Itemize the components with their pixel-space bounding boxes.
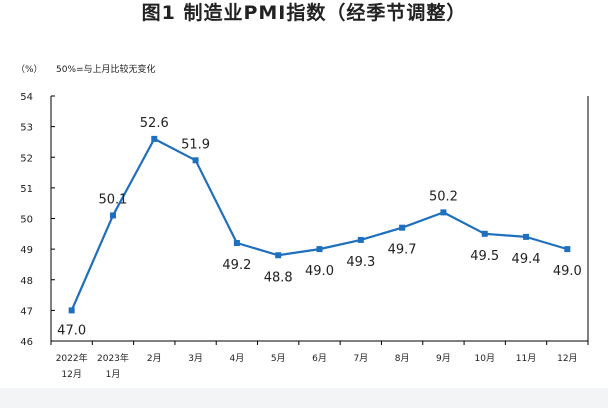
x-tick-label: 3月 [188, 353, 203, 364]
data-point-marker [316, 246, 323, 253]
series-line-group [68, 135, 571, 314]
y-tick-labels: 46 47 48 49 50 51 52 53 54 [20, 92, 33, 348]
chart-svg: 46 47 48 49 50 51 52 53 54 2022年 12月 2023年 1月 2月 3月 4月… [16, 63, 589, 380]
x-tick-label: 2023年 [97, 352, 129, 364]
data-point-marker [564, 246, 571, 253]
series-line [70, 137, 568, 311]
data-point-marker [68, 307, 75, 314]
data-point-marker [233, 240, 240, 246]
x-tick-label: 12月 [557, 353, 577, 364]
y-tick-label: 53 [20, 123, 33, 134]
chart-title: 图1 制造业PMI指数（经季节调整） [141, 2, 467, 24]
data-point-marker [357, 236, 364, 243]
x-tick-label: 9月 [436, 353, 451, 364]
y-unit-label: （%） [16, 64, 43, 75]
y-tick-label: 49 [20, 245, 33, 256]
chart-axes [50, 95, 589, 345]
data-point-marker [523, 233, 530, 240]
x-tick-label: 11月 [516, 353, 536, 364]
x-tick-label: 2022年 [56, 352, 88, 364]
data-point-marker [440, 209, 447, 216]
pmi-line-chart: 46 47 48 49 50 51 52 53 54 2022年 12月 2023年 1月 2月 3月 4月… [16, 63, 589, 380]
x-tick-label: 6月 [312, 353, 327, 364]
data-label: 49.4 [512, 252, 541, 267]
x-tick-label: 4月 [230, 353, 245, 364]
data-label: 49.5 [470, 249, 499, 264]
data-point-marker [481, 230, 488, 237]
x-tick-label-line2: 1月 [106, 369, 121, 380]
y-tick-label: 48 [20, 276, 33, 287]
x-tick-label: 2月 [147, 353, 162, 364]
data-label: 49.0 [553, 264, 582, 279]
data-label-group: 47.0 50.1 52.6 51.9 49.2 48.8 49.0 49.3 49.7 50.2… [57, 116, 582, 339]
y-tick-label: 50 [20, 215, 33, 226]
data-point-marker [109, 212, 116, 219]
data-point-marker [399, 224, 406, 231]
y-tick-label: 51 [20, 184, 33, 195]
y-tick-label: 52 [20, 153, 33, 164]
y-tick-label: 46 [20, 337, 33, 348]
data-label: 49.7 [388, 243, 417, 258]
x-tick-label: 10月 [475, 353, 495, 364]
data-point-marker [275, 252, 282, 259]
data-label: 51.9 [181, 137, 210, 152]
data-label: 50.2 [429, 189, 458, 204]
data-point-marker [151, 135, 158, 142]
y-tick-label: 54 [20, 92, 33, 103]
x-tick-label: 7月 [353, 353, 368, 364]
data-label: 49.0 [305, 264, 334, 279]
data-label: 52.6 [140, 116, 169, 131]
x-tick-label: 8月 [395, 353, 410, 364]
x-tick-labels: 2022年 12月 2023年 1月 2月 3月 4月 5月 6月 7月 8月 9月 10月 11月 12月 [56, 352, 578, 380]
data-point-marker [192, 157, 199, 164]
x-tick-label-line2: 12月 [61, 369, 81, 380]
data-label: 48.8 [264, 270, 293, 285]
reference-note: 50%=与上月比较无变化 [56, 63, 156, 75]
data-label: 49.3 [346, 255, 375, 270]
footer-band [0, 388, 608, 408]
x-tick-label: 5月 [271, 353, 286, 364]
data-label: 47.0 [57, 323, 86, 338]
y-tick-label: 47 [20, 306, 33, 317]
data-label: 49.2 [222, 258, 251, 273]
data-label: 50.1 [98, 192, 127, 207]
